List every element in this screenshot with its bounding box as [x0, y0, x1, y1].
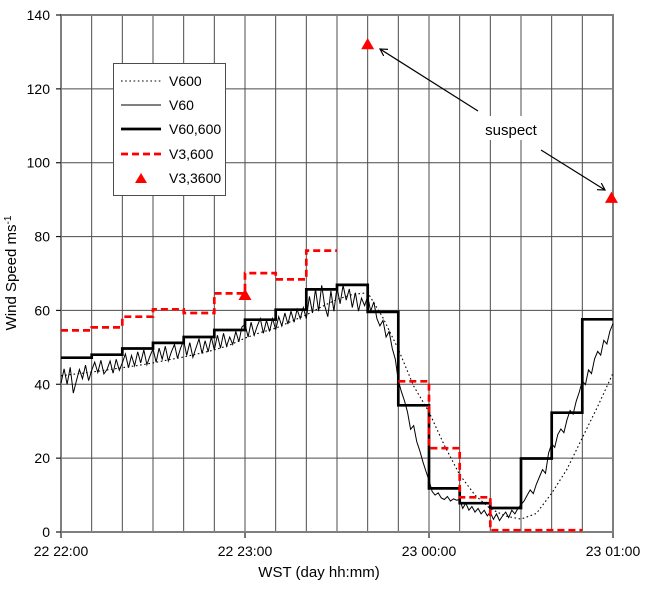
series-lines	[60, 38, 618, 532]
series-v33600-triangle-marker	[604, 191, 618, 203]
legend-item-v60: V60	[120, 98, 225, 112]
y-tick-label: 100	[27, 155, 51, 171]
axis-ticks-and-labels: 0 20 40 60 80 100 120 140 22 22:00 22 23:00 23 00:…	[27, 7, 641, 559]
gridlines	[61, 15, 613, 532]
legend-label-v3-3600: V3,3600	[169, 169, 222, 186]
annotation-arrows	[380, 49, 605, 190]
series-v33600-triangle-marker	[361, 38, 375, 50]
series-v33600-triangle-marker	[238, 288, 252, 301]
x-tick-label: 22 23:00	[218, 543, 273, 559]
suspect-annotation-label: suspect	[485, 122, 538, 139]
y-tick-label: 60	[34, 302, 50, 318]
legend-swatch-thick-line-icon	[121, 128, 161, 131]
y-tick-label: 20	[34, 450, 50, 466]
legend-label-v3-600: V3,600	[169, 145, 214, 162]
x-axis-title: WST (day hh:mm)	[258, 564, 379, 581]
y-tick-label: 120	[27, 81, 51, 97]
legend-item-v60-600: V60,600	[120, 122, 225, 136]
legend-swatch-dotted-line-icon	[121, 80, 161, 82]
suspect-arrow	[380, 49, 479, 112]
legend-label-v60: V60	[169, 97, 194, 114]
plot-area-border	[60, 14, 614, 533]
y-tick-label: 40	[34, 376, 50, 392]
legend-item-v3-600: V3,600	[120, 147, 225, 161]
y-tick-label: 140	[27, 7, 51, 23]
y-tick-label: 0	[42, 524, 50, 540]
x-tick-label: 23 01:00	[586, 543, 641, 559]
chart-legend: V600 V60 V60,600 V3,600 V3,3600	[113, 63, 226, 196]
legend-swatch-red-triangle-icon	[135, 172, 147, 183]
series-v60600-thick-step-line	[61, 283, 613, 510]
legend-label-v60-600: V60,600	[169, 121, 222, 138]
legend-item-v600: V600	[120, 74, 225, 88]
legend-swatch-red-dashed-line-icon	[121, 152, 161, 155]
legend-item-v3-3600: V3,3600	[120, 171, 225, 185]
legend-swatch-thin-line-icon	[121, 104, 161, 106]
plot-border	[60, 14, 614, 533]
y-axis-title-superscript: -1	[3, 215, 14, 224]
series-v600-dotted-line	[60, 292, 614, 520]
y-axis-title-main: Wind Speed ms	[3, 225, 20, 331]
x-tick-label: 23 00:00	[402, 543, 457, 559]
legend-label-v600: V600	[169, 73, 202, 90]
x-tick-label: 22 22:00	[34, 543, 89, 559]
series-v3600-red-dashed-step-line	[61, 249, 583, 532]
suspect-label-background	[477, 116, 545, 140]
suspect-arrow	[540, 149, 605, 190]
y-axis-title: Wind Speed ms-1	[3, 215, 20, 330]
y-tick-label: 80	[34, 229, 50, 245]
